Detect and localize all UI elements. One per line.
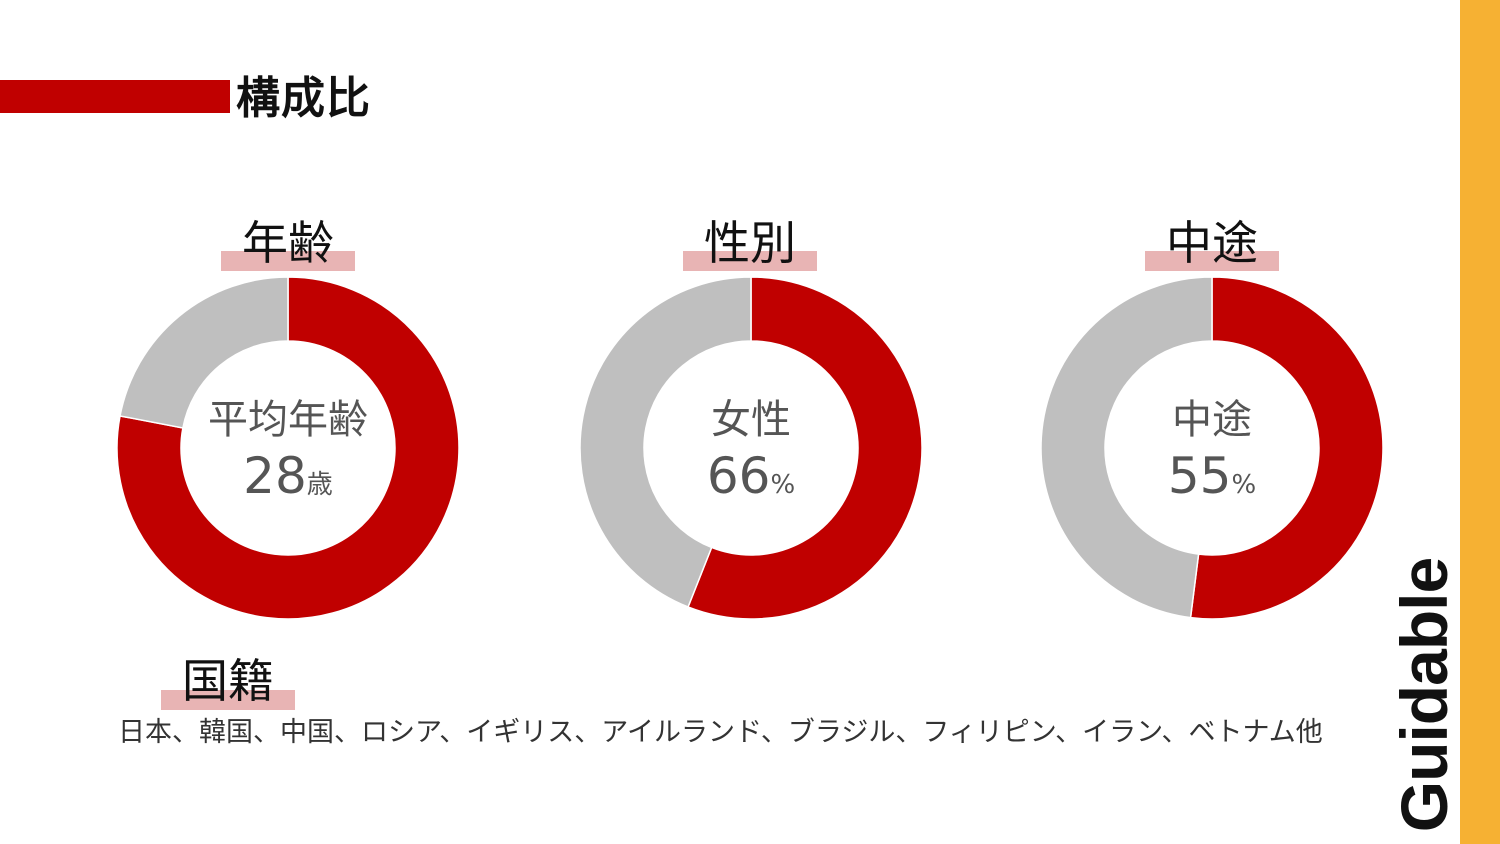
page-title: 構成比 <box>236 73 371 124</box>
age-slice-0 <box>116 276 460 620</box>
gender-donut <box>579 276 923 620</box>
midcareer-center-unit: % <box>1231 470 1256 500</box>
midcareer-label-highlight <box>1145 251 1279 271</box>
age-chart-title: 年齢 <box>242 216 334 270</box>
midcareer-center-label: 中途 <box>1172 397 1252 443</box>
gender-chart-title: 性別 <box>704 216 796 270</box>
midcareer-chart-title: 中途 <box>1166 216 1258 270</box>
nationality-title: 国籍 <box>182 654 274 708</box>
midcareer-slice-0 <box>1189 276 1384 620</box>
age-center-unit: 歳 <box>307 470 333 500</box>
gender-slice-1 <box>579 276 752 608</box>
age-center-value: 28 <box>243 447 307 505</box>
gender-center-label: 女性 <box>711 397 791 443</box>
midcareer-donut <box>1040 276 1384 620</box>
age-slice-1 <box>119 276 289 429</box>
title-accent-bar <box>0 80 230 113</box>
midcareer-center-value: 55 <box>1168 447 1232 505</box>
gender-label-highlight <box>683 251 817 271</box>
gender-center-value: 66 <box>707 447 771 505</box>
midcareer-slice-1 <box>1040 276 1213 619</box>
age-center-label: 平均年齢 <box>208 397 368 443</box>
age-center-value-group: 28歳 <box>243 447 333 505</box>
age-donut <box>116 276 460 620</box>
midcareer-center-value-group: 55% <box>1168 447 1256 505</box>
age-label-highlight <box>221 251 355 271</box>
gender-center-unit: % <box>770 470 795 500</box>
gender-slice-0 <box>687 276 923 620</box>
gender-center-value-group: 66% <box>707 447 795 505</box>
side-stripe <box>1460 0 1500 844</box>
nationality-label-highlight <box>161 690 295 710</box>
nationality-list: 日本、韓国、中国、ロシア、イギリス、アイルランド、ブラジル、フィリピン、イラン、… <box>118 717 1323 748</box>
